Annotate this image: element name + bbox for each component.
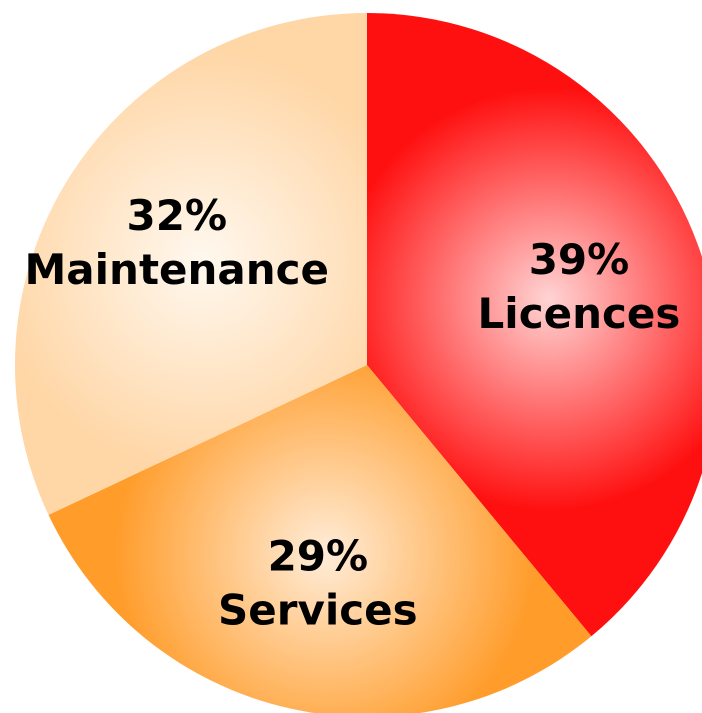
slice-category-label: Services (218, 585, 418, 634)
slice-category-label: Maintenance (25, 245, 330, 294)
pie-slice (14, 13, 367, 515)
pie-slice (48, 365, 592, 713)
slice-value-label: 39% (529, 235, 630, 284)
slice-category-label: Licences (478, 289, 681, 338)
slice-value-label: 29% (268, 531, 369, 580)
pie-slice (367, 13, 702, 637)
slice-value-label: 32% (127, 191, 228, 240)
